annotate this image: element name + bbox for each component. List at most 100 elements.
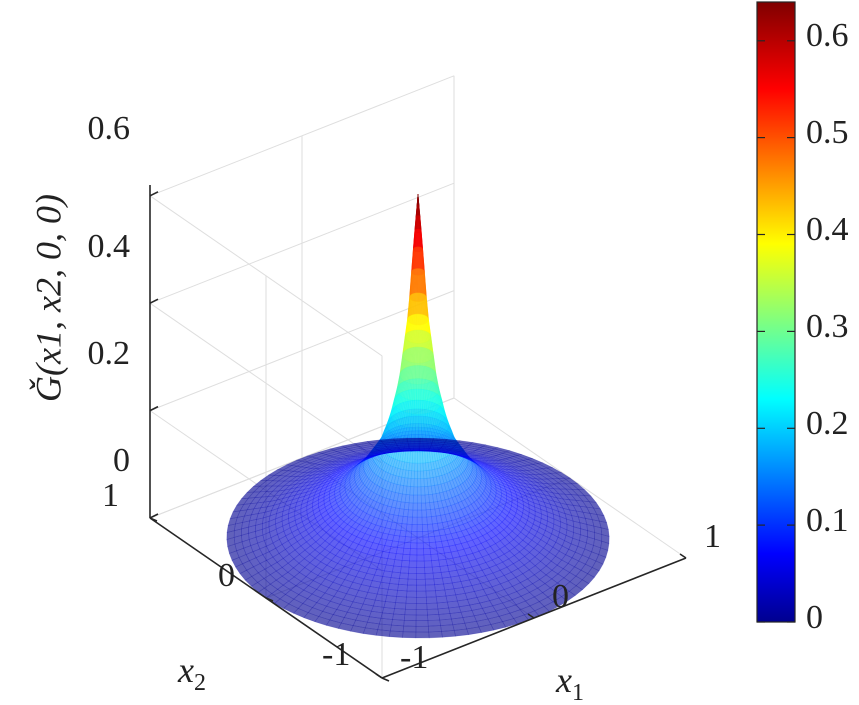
surface-patch [325,619,342,629]
y-tick-label: -1 [322,636,350,673]
surface-patch [427,614,441,621]
surface-patch [319,540,330,550]
surface-patch [416,560,425,568]
surface-patch [418,430,423,435]
surface-patch [407,578,417,586]
surface-patch [400,566,410,574]
surface-patch [355,614,370,623]
surface-patch [414,430,419,435]
surface-patch [432,572,443,580]
surface-patch [283,527,293,537]
surface-patch [393,507,401,517]
axis-tick [375,673,383,679]
surface-patch [393,492,400,502]
surface-patch [421,524,429,532]
surface-patch [406,437,421,441]
surface-patch [416,590,427,598]
surface-patch [415,614,429,621]
surface-patch [387,583,399,591]
surface-patch [423,554,432,562]
surface-patch [389,624,405,633]
surface-patch [324,573,338,583]
surface-patch [369,580,382,589]
surface-patch [377,468,384,479]
surface-patch [389,491,396,501]
surface-patch [369,499,378,509]
surface-patch [400,560,410,568]
surface-patch [404,608,417,616]
surface-patch [417,329,420,348]
surface-patch [425,584,436,592]
surface-patch [347,512,357,521]
surface-patch [416,205,418,217]
surface-patch [393,608,406,616]
surface-patch [402,461,408,471]
surface-patch [416,536,424,544]
z-tick-label: 0.2 [88,335,131,372]
axis-tick [381,677,390,682]
surface-patch [424,578,435,586]
surface-patch [283,603,299,614]
surface-patch [416,494,422,504]
z-tick-label: 0 [113,442,130,479]
surface-patch [337,622,354,632]
surface-patch [402,631,417,639]
axis-tick [679,553,687,559]
surface-patch [346,526,357,535]
colorbar-tick-label: 0.5 [806,114,849,151]
surface-patch [423,560,433,568]
surface-patch [404,494,411,504]
surface-patch [349,504,358,514]
surface-patch [415,620,429,627]
grid-line [149,290,455,412]
surface-patch [389,577,400,585]
surface-patch [398,578,409,586]
surface-patch [417,346,420,366]
surface-patch [414,434,419,439]
surface-patch [411,516,418,525]
axis-tick [149,298,159,304]
surface-patch [343,560,356,570]
surface-patch [406,590,417,598]
surface-patch [395,596,407,604]
surface-patch [424,572,435,580]
surface-patch [364,553,375,563]
x-tick-label: 0 [552,578,569,615]
colorbar-tick-label: 0 [806,599,823,636]
surface-patch [410,542,418,550]
surface-patch [417,408,422,417]
surface-patch [377,623,392,632]
surface-patch [401,469,407,479]
z-tick-labels: 0 0.2 0.4 0.6 [88,110,131,479]
surface-patch [362,504,371,514]
surface-patch [433,577,444,586]
surface-patch [416,566,426,574]
surface-patch [418,415,422,424]
surface-patch [415,596,428,604]
surface-patch [366,514,375,524]
surface-patch [404,536,412,544]
surface-patch [410,470,415,479]
surface-patch [431,566,442,574]
surface-patch [408,462,413,472]
axis-tick [149,405,159,412]
surface-patch [385,464,392,474]
surface-patch [369,461,376,471]
surface-patch [394,602,407,610]
surface-patch [415,609,428,616]
surface-patch [290,541,302,551]
y-tick-label: 1 [102,477,119,514]
surface-patch [417,399,421,410]
surface-patch [320,592,335,602]
surface-patch [300,541,311,551]
surface-patch [303,585,318,595]
surface-patch [418,423,422,428]
surface-patch [273,598,290,609]
surface-patch [386,533,395,542]
surface-patch [417,388,421,401]
surface-patch [422,530,430,538]
x-axis-label: x1 [555,660,584,705]
surface-patch [399,572,409,580]
surface-patch [403,501,410,511]
